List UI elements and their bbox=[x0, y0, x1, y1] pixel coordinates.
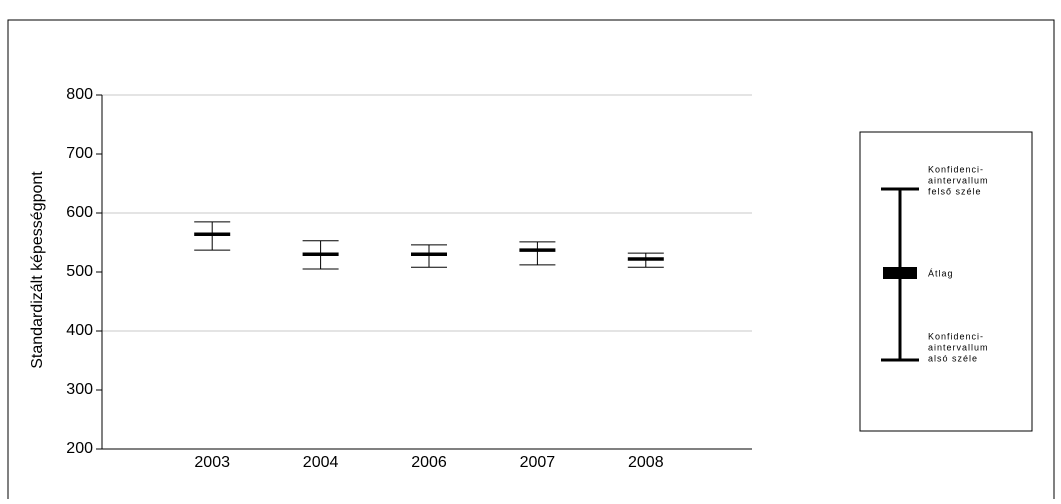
y-tick-label: 400 bbox=[66, 322, 93, 339]
legend-label: Konfidenci- bbox=[928, 331, 984, 341]
frame bbox=[7, 19, 1055, 504]
x-tick-label: 2006 bbox=[411, 454, 447, 471]
legend-label: aintervallum bbox=[928, 342, 989, 352]
y-tick-label: 500 bbox=[66, 263, 93, 280]
y-axis-label: Standardizált képességpont bbox=[29, 171, 46, 369]
legend-label: Konfidenci- bbox=[928, 164, 984, 174]
y-tick-label: 600 bbox=[66, 204, 93, 221]
x-tick-label: 2004 bbox=[303, 454, 339, 471]
x-tick-label: 2008 bbox=[628, 454, 664, 471]
x-tick-label: 2007 bbox=[520, 454, 556, 471]
y-tick-label: 200 bbox=[66, 440, 93, 457]
x-tick-label: 2003 bbox=[194, 454, 230, 471]
legend-mean bbox=[883, 267, 917, 279]
legend-label: alsó széle bbox=[928, 353, 978, 363]
y-tick-label: 800 bbox=[66, 86, 93, 103]
y-tick-label: 300 bbox=[66, 381, 93, 398]
legend-label: felső széle bbox=[928, 186, 982, 196]
legend-label: Átlag bbox=[928, 268, 954, 278]
legend-label: aintervallum bbox=[928, 175, 989, 185]
legend-box bbox=[859, 131, 1033, 432]
y-tick-label: 700 bbox=[66, 145, 93, 162]
